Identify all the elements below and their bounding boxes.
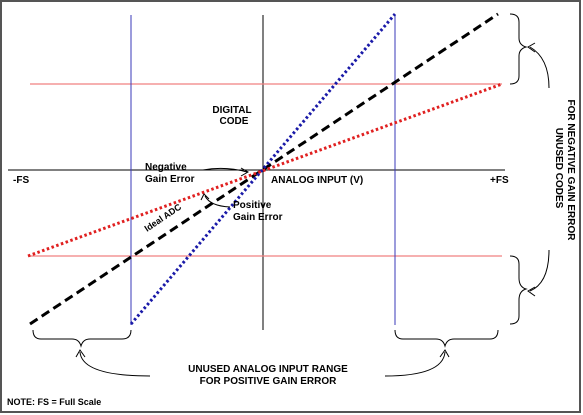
right-unused-input-brace: [394, 329, 499, 348]
upper-unused-code-brace: [509, 13, 528, 85]
unused-codes-label: UNUSED CODES: [553, 128, 564, 209]
minus-fs-label: -FS: [13, 175, 29, 186]
negative-gain-label: Negative: [145, 162, 187, 173]
negative-gain-label-2: Gain Error: [145, 174, 195, 185]
ideal-adc-label: Ideal ADC: [143, 202, 184, 234]
negative-gain-leader-arrow: [202, 167, 250, 177]
unused-codes-arrows: [527, 42, 550, 297]
lower-unused-code-brace: [509, 255, 528, 325]
negative-gain-error-line: [27, 82, 503, 258]
analog-input-label: ANALOG INPUT (V): [271, 175, 363, 186]
positive-gain-label-2: Gain Error: [233, 212, 283, 223]
unused-analog-label-2: FOR POSITIVE GAIN ERROR: [200, 376, 337, 387]
positive-gain-leader-arrow: [200, 193, 231, 208]
plus-fs-label: +FS: [490, 175, 509, 186]
positive-gain-label: Positive: [233, 200, 272, 211]
note-label: NOTE: FS = Full Scale: [7, 397, 101, 407]
unused-codes-label-2: FOR NEGATIVE GAIN ERROR: [565, 100, 576, 242]
digital-code-label-2: CODE: [220, 116, 249, 127]
unused-analog-arrows: [75, 349, 450, 377]
unused-analog-label: UNUSED ANALOG INPUT RANGE: [188, 364, 348, 375]
digital-code-label: DIGITAL: [212, 105, 251, 116]
left-unused-input-brace: [32, 329, 132, 348]
